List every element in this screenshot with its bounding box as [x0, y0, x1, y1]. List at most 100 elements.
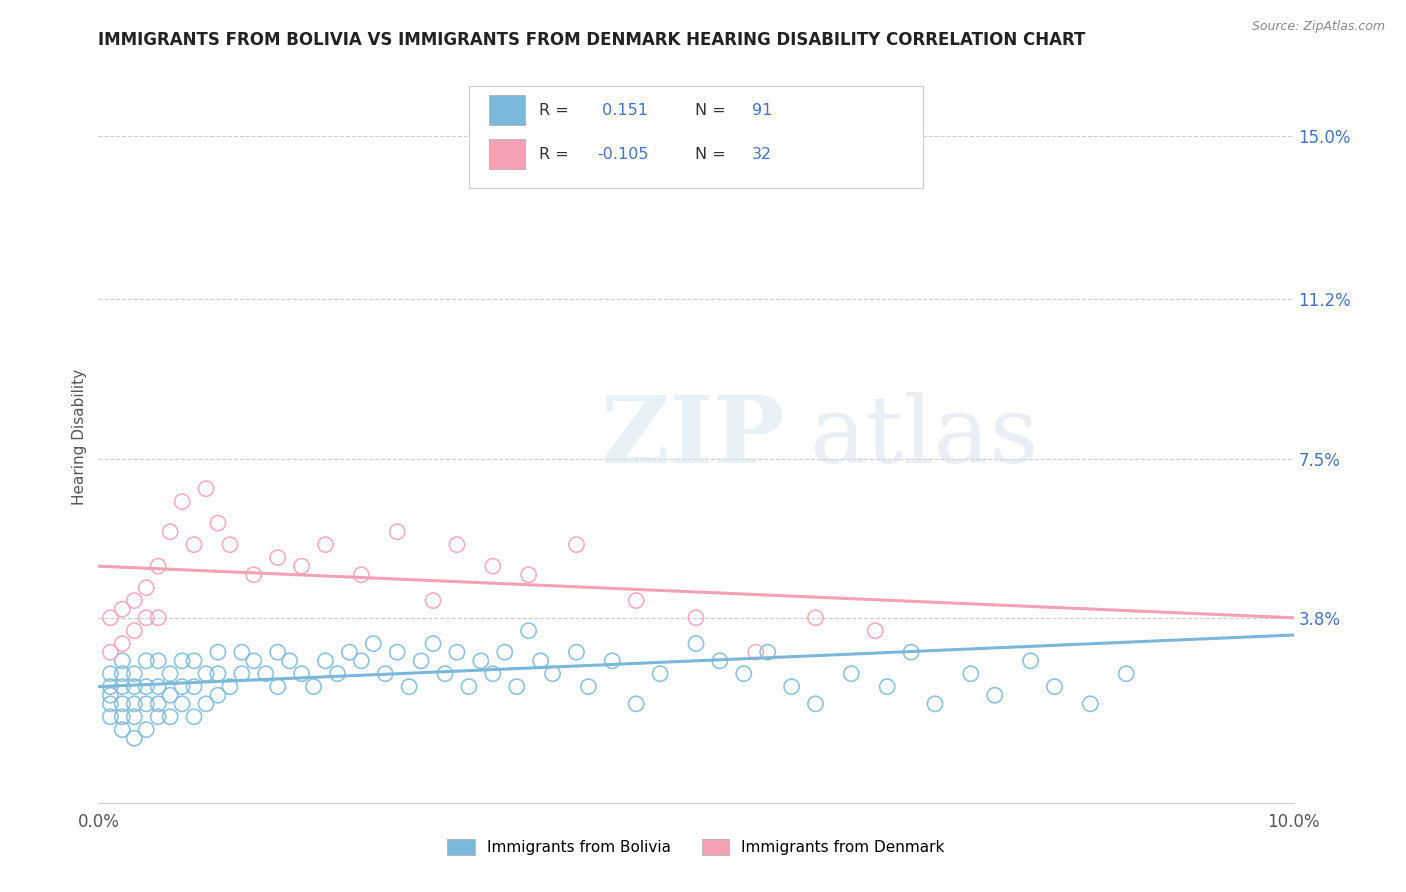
Point [124, 697, 146, 711]
Point [876, 680, 898, 694]
Point [578, 680, 600, 694]
Point [530, 654, 553, 668]
Point [841, 666, 863, 681]
Text: R =: R = [540, 103, 574, 118]
Point [494, 645, 516, 659]
Text: N =: N = [695, 146, 731, 161]
Point [172, 680, 194, 694]
Point [446, 538, 468, 552]
Point [111, 666, 134, 681]
Point [219, 680, 242, 694]
Point [243, 567, 266, 582]
Point [960, 666, 983, 681]
Text: IMMIGRANTS FROM BOLIVIA VS IMMIGRANTS FROM DENMARK HEARING DISABILITY CORRELATIO: IMMIGRANTS FROM BOLIVIA VS IMMIGRANTS FR… [98, 31, 1085, 49]
Point [124, 731, 146, 746]
Point [111, 654, 134, 668]
Point [482, 666, 505, 681]
Point [422, 593, 444, 607]
Point [924, 697, 946, 711]
Point [159, 688, 181, 702]
Point [172, 494, 194, 508]
Point [267, 645, 290, 659]
Point [626, 697, 648, 711]
Point [1080, 697, 1102, 711]
Point [98, 611, 122, 625]
Point [446, 645, 468, 659]
Point [148, 654, 170, 668]
Point [254, 666, 277, 681]
Point [602, 654, 624, 668]
Point [434, 666, 457, 681]
Point [302, 680, 325, 694]
Point [411, 654, 433, 668]
Point [339, 645, 361, 659]
Point [111, 637, 134, 651]
Point [326, 666, 349, 681]
Point [111, 680, 134, 694]
Point [111, 710, 134, 724]
Text: N =: N = [695, 103, 731, 118]
Point [363, 637, 385, 651]
Point [709, 654, 731, 668]
Point [195, 482, 218, 496]
Point [172, 654, 194, 668]
Point [315, 654, 337, 668]
Point [398, 680, 420, 694]
Point [1019, 654, 1042, 668]
Point [135, 654, 157, 668]
Text: atlas: atlas [810, 392, 1039, 482]
Point [350, 567, 373, 582]
Point [172, 697, 194, 711]
Point [1115, 666, 1137, 681]
Point [148, 559, 170, 574]
Point [517, 624, 540, 638]
Point [278, 654, 301, 668]
Point [482, 559, 505, 574]
Point [685, 611, 707, 625]
Point [195, 666, 218, 681]
Point [98, 688, 122, 702]
Point [148, 697, 170, 711]
Point [756, 645, 779, 659]
Point [219, 538, 242, 552]
Point [111, 697, 134, 711]
Point [159, 710, 181, 724]
Point [685, 637, 707, 651]
Legend: Immigrants from Bolivia, Immigrants from Denmark: Immigrants from Bolivia, Immigrants from… [441, 833, 950, 861]
Point [124, 624, 146, 638]
Text: -0.105: -0.105 [596, 146, 648, 161]
Point [984, 688, 1007, 702]
Point [135, 680, 157, 694]
Point [231, 666, 253, 681]
Point [183, 654, 205, 668]
Point [517, 567, 540, 582]
Point [470, 654, 492, 668]
Point [124, 593, 146, 607]
Text: ZIP: ZIP [600, 392, 785, 482]
Point [98, 645, 122, 659]
Point [195, 697, 218, 711]
Point [135, 611, 157, 625]
Point [865, 624, 887, 638]
Text: 0.151: 0.151 [596, 103, 648, 118]
Point [183, 680, 205, 694]
Point [385, 524, 409, 539]
Point [374, 666, 396, 681]
Point [207, 645, 229, 659]
Point [804, 611, 827, 625]
Point [148, 611, 170, 625]
Point [1043, 680, 1066, 694]
Point [124, 666, 146, 681]
Point [207, 516, 229, 530]
Y-axis label: Hearing Disability: Hearing Disability [72, 369, 87, 505]
FancyBboxPatch shape [470, 86, 922, 188]
Point [207, 666, 229, 681]
Point [291, 559, 314, 574]
Point [159, 666, 181, 681]
Point [159, 524, 181, 539]
FancyBboxPatch shape [489, 95, 524, 126]
Point [267, 680, 290, 694]
Text: R =: R = [540, 146, 574, 161]
Point [111, 723, 134, 737]
Point [98, 666, 122, 681]
